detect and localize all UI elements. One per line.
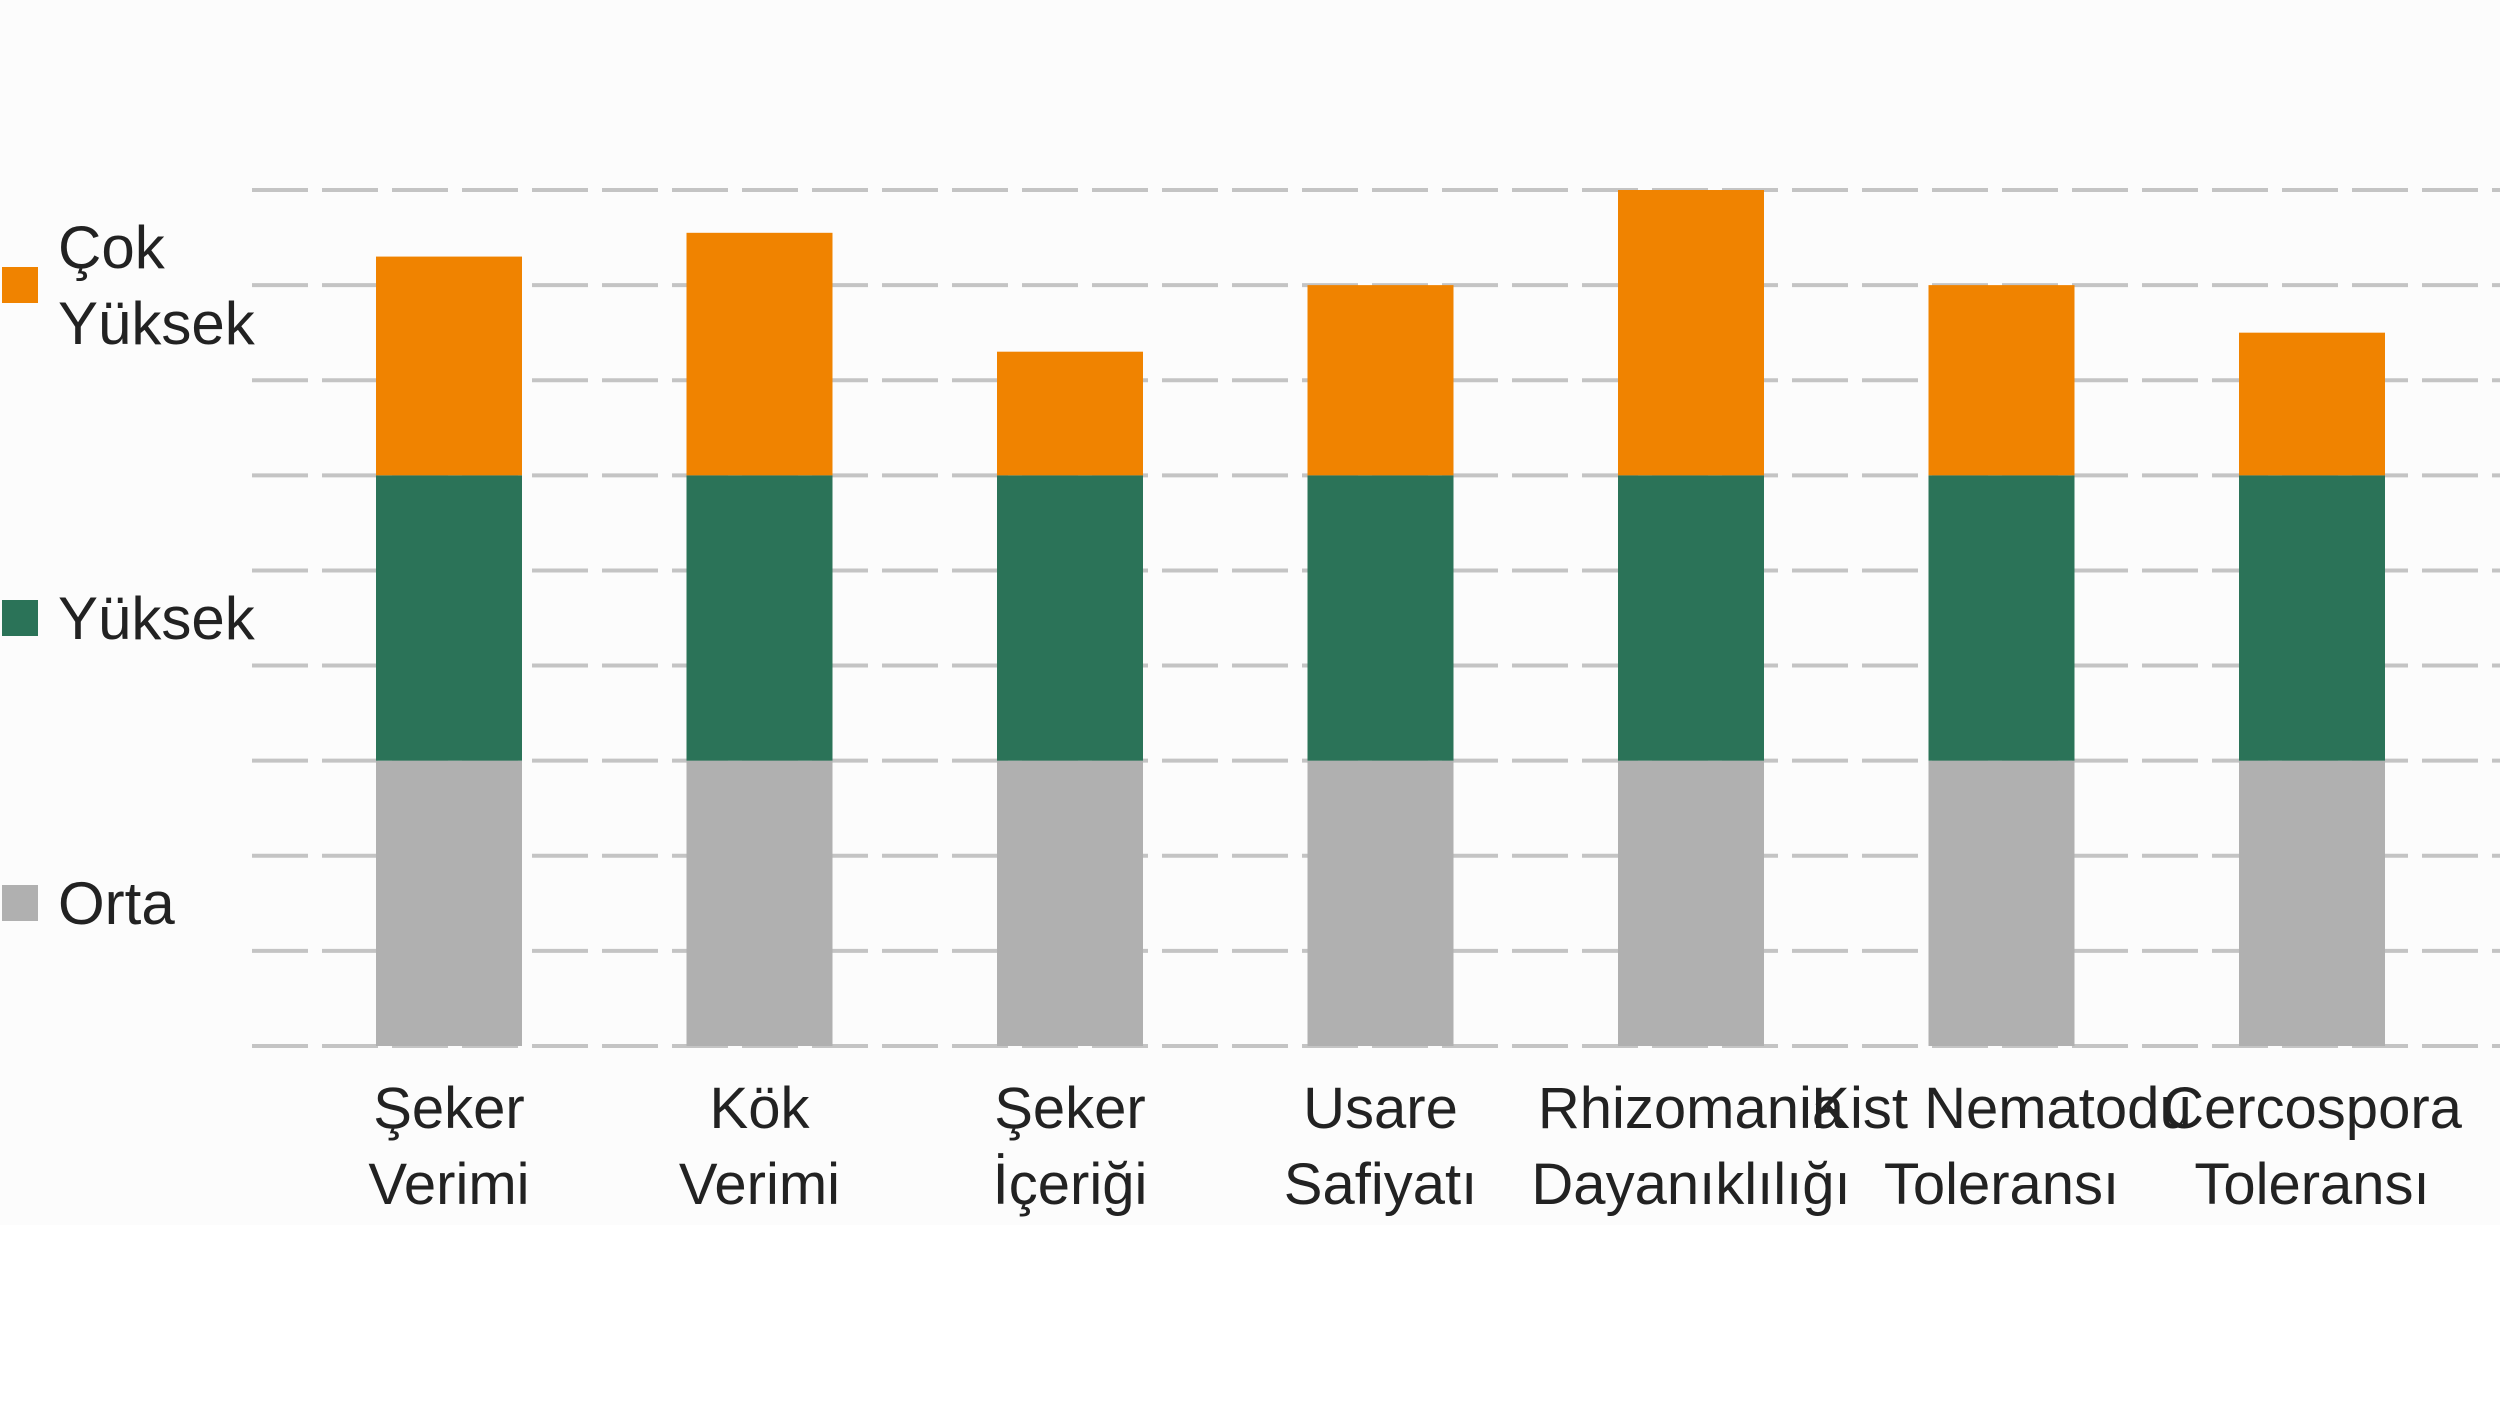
legend-label: Çok Yüksek <box>58 214 256 357</box>
bar-segment <box>997 351 1143 476</box>
x-tick-label: Cercospora Toleransı <box>2162 1076 2463 1217</box>
bar-segment <box>1928 475 2075 761</box>
bar-segment <box>1307 760 1454 1046</box>
bar-segment <box>376 475 522 761</box>
bar-segment <box>686 475 833 761</box>
bar-segment <box>1928 285 2075 476</box>
bar-segment <box>1307 475 1454 761</box>
bar-segment <box>1618 190 1764 476</box>
legend-item: Yüksek <box>2 585 256 652</box>
x-tick-label: Kök Verimi <box>679 1076 840 1217</box>
legend-item: Orta <box>2 870 175 937</box>
legend-swatch <box>2 267 38 303</box>
legend-label: Yüksek <box>58 585 256 652</box>
bar-segment <box>2239 760 2385 1046</box>
legend-label: Orta <box>58 870 175 937</box>
x-axis-tick-labels: Şeker Verimi Kök Verimi Şeker İçeriği Usare Saf… <box>368 1076 2462 1217</box>
bar-segment <box>1928 760 2075 1046</box>
chart-background <box>0 0 2500 1225</box>
x-tick-label: Rhizomania Dayanıklılığı <box>1531 1076 1850 1217</box>
bar-segment <box>1618 760 1764 1046</box>
x-tick-label: Şeker Verimi <box>368 1076 529 1217</box>
bar-segment <box>376 256 522 476</box>
bar-segment <box>2239 332 2385 476</box>
bar-segment <box>997 475 1143 761</box>
x-tick-label: Usare Safiyatı <box>1284 1076 1477 1217</box>
legend-swatch <box>2 885 38 921</box>
legend: Çok Yüksek Yüksek Orta <box>2 214 256 937</box>
x-tick-label: Şeker İçeriği <box>993 1076 1148 1217</box>
legend-item: Çok Yüksek <box>2 214 256 357</box>
bar-segment <box>1618 475 1764 761</box>
x-tick-label: Kist Nematodu Toleransı <box>1811 1076 2191 1217</box>
bar-segment <box>1307 285 1454 476</box>
bar-segment <box>2239 475 2385 761</box>
legend-swatch <box>2 600 38 636</box>
bar-segment <box>686 760 833 1046</box>
bar-segment <box>686 232 833 476</box>
bar-segment <box>997 760 1143 1046</box>
bar-segment <box>376 760 522 1046</box>
bars <box>376 190 2385 1046</box>
